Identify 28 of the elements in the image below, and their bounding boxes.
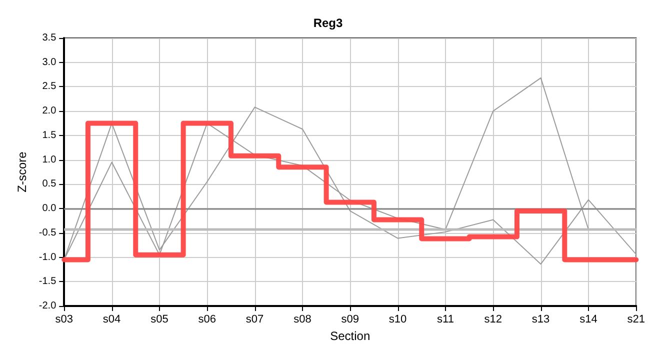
y-tick-label: -0.5 xyxy=(38,227,57,238)
y-tick-label: 1.0 xyxy=(42,154,57,166)
x-tick-label: s13 xyxy=(532,314,550,326)
x-axis-title: Section xyxy=(330,328,370,343)
x-tick-label: s12 xyxy=(484,314,502,326)
y-tick-label: 3.0 xyxy=(42,56,57,68)
x-tick-label: s09 xyxy=(341,314,360,326)
y-tick-label: 2.0 xyxy=(42,106,57,117)
x-tick-label: s08 xyxy=(294,314,312,326)
y-axis-title: Z-score xyxy=(15,151,29,192)
x-tick-label: s03 xyxy=(55,314,74,326)
chart-title: Reg3 xyxy=(313,16,343,30)
x-tick-label: s14 xyxy=(580,314,598,326)
y-tick-label: -2.0 xyxy=(38,300,57,312)
x-tick-label: s11 xyxy=(437,314,454,326)
y-tick-label: 2.5 xyxy=(42,81,57,92)
x-tick-label: s21 xyxy=(627,314,646,326)
y-tick-label: -1.0 xyxy=(38,252,57,263)
x-tick-label: s07 xyxy=(246,314,264,326)
x-tick-label: s05 xyxy=(150,314,168,326)
y-tick-label: 3.5 xyxy=(42,32,57,44)
x-tick-label: s06 xyxy=(198,314,216,326)
x-tick-label: s10 xyxy=(388,314,407,326)
y-tick-label: 0.0 xyxy=(42,203,57,214)
y-tick-label: -1.5 xyxy=(38,276,57,288)
x-tick-label: s04 xyxy=(102,314,121,326)
y-tick-label: 1.5 xyxy=(42,130,57,141)
y-tick-label: 0.5 xyxy=(42,178,57,190)
